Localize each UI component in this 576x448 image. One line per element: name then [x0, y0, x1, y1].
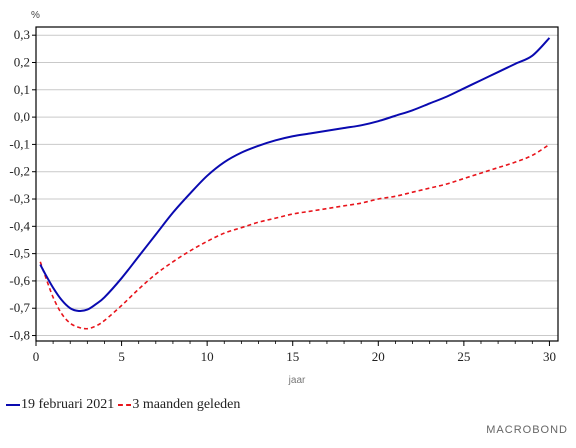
- y-tick-label: -0,4: [9, 218, 30, 233]
- source-logo: MACROBOND: [486, 424, 568, 436]
- legend-label-series-2: 3 maanden geleden: [132, 397, 241, 412]
- legend-label-series-1: 19 februari 2021: [21, 397, 115, 412]
- series-line-2: [39, 143, 550, 330]
- y-tick-label: -0,1: [9, 136, 30, 151]
- y-tick-label: -0,7: [9, 300, 30, 315]
- y-tick-label: 0,3: [14, 27, 30, 42]
- x-tick-label: 10: [201, 349, 214, 364]
- y-tick-label: -0,6: [9, 273, 30, 288]
- x-tick-label: 15: [286, 349, 299, 364]
- y-tick-label: -0,5: [9, 246, 30, 261]
- x-tick-label: 0: [33, 349, 40, 364]
- x-axis-title: jaar: [288, 375, 306, 386]
- legend-dashed-line-icon: [118, 404, 132, 406]
- series-line-1: [39, 37, 551, 313]
- y-tick-label: 0,2: [14, 54, 30, 69]
- grid-lines: [36, 34, 558, 337]
- y-axis-unit: %: [31, 10, 40, 21]
- y-tick-label: -0,8: [9, 328, 30, 343]
- y-tick-label: -0,3: [9, 191, 30, 206]
- y-tick-label: -0,2: [9, 164, 30, 179]
- x-axis-ticks: 0 5 10 15 20 25 30: [33, 341, 556, 364]
- x-tick-label: 30: [543, 349, 556, 364]
- series-layer: [39, 37, 551, 330]
- plot-frame: [35, 26, 559, 342]
- x-tick-label: 20: [372, 349, 385, 364]
- legend-solid-line-icon: [6, 404, 20, 406]
- x-tick-label: 25: [457, 349, 470, 364]
- y-tick-label: 0,0: [14, 109, 30, 124]
- legend-item-series-2: 3 maanden geleden: [118, 397, 240, 413]
- legend: 19 februari 2021 3 maanden geleden: [6, 397, 244, 413]
- x-tick-label: 5: [118, 349, 125, 364]
- y-axis-ticks: -0,8 -0,7 -0,6 -0,5 -0,4 -0,3 -0,2 -0,1 0,0 0,1 0,…: [9, 27, 36, 343]
- y-tick-label: 0,1: [14, 82, 30, 97]
- legend-item-series-1: 19 februari 2021: [6, 397, 114, 413]
